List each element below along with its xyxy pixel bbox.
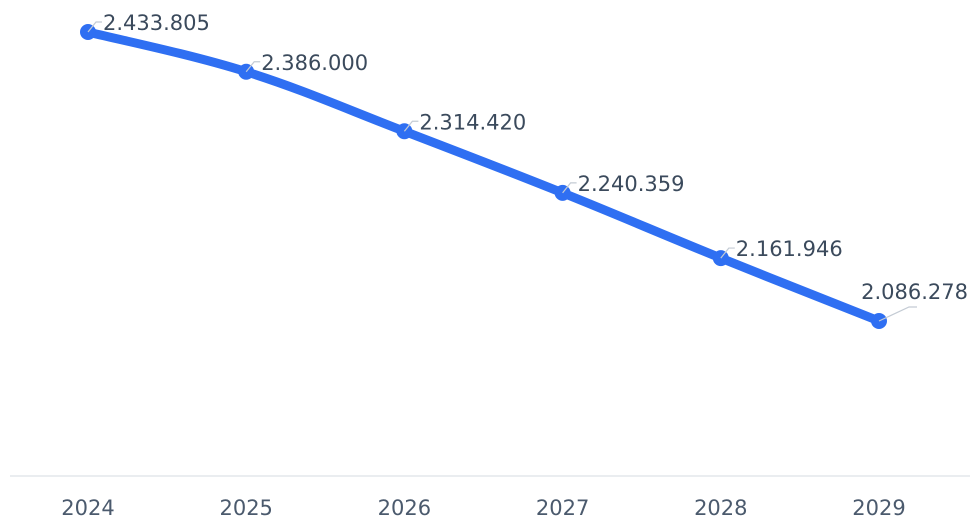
x-tick-label-2025: 2025 bbox=[219, 496, 272, 520]
data-label-leader-2027 bbox=[562, 182, 577, 194]
data-label-leader-2024 bbox=[87, 21, 102, 33]
x-tick-label-2028: 2028 bbox=[694, 496, 747, 520]
data-label-2029: 2.086.278 bbox=[861, 280, 968, 304]
x-tick-label-2026: 2026 bbox=[378, 496, 431, 520]
data-label-2024: 2.433.805 bbox=[103, 11, 210, 35]
x-tick-label-2027: 2027 bbox=[536, 496, 589, 520]
x-tick-label-2024: 2024 bbox=[61, 496, 114, 520]
data-label-2025: 2.386.000 bbox=[261, 51, 368, 75]
data-label-leader-2026 bbox=[403, 120, 419, 132]
data-label-2026: 2.314.420 bbox=[419, 110, 526, 134]
data-label-2028: 2.161.946 bbox=[736, 237, 843, 261]
data-label-leader-2029 bbox=[878, 306, 917, 322]
data-label-leader-2028 bbox=[720, 247, 735, 259]
x-tick-label-2029: 2029 bbox=[852, 496, 905, 520]
x-tick-layer: 2024 2025 2026 2027 2028 2029 bbox=[61, 496, 905, 520]
data-label-leader-2025 bbox=[245, 61, 261, 73]
data-label-2027: 2.240.359 bbox=[578, 172, 685, 196]
data-label-layer: 2.433.805 2.386.000 2.314.420 2.240.359 2.16… bbox=[87, 11, 968, 322]
series-layer bbox=[80, 24, 887, 329]
series-line bbox=[83, 27, 884, 326]
